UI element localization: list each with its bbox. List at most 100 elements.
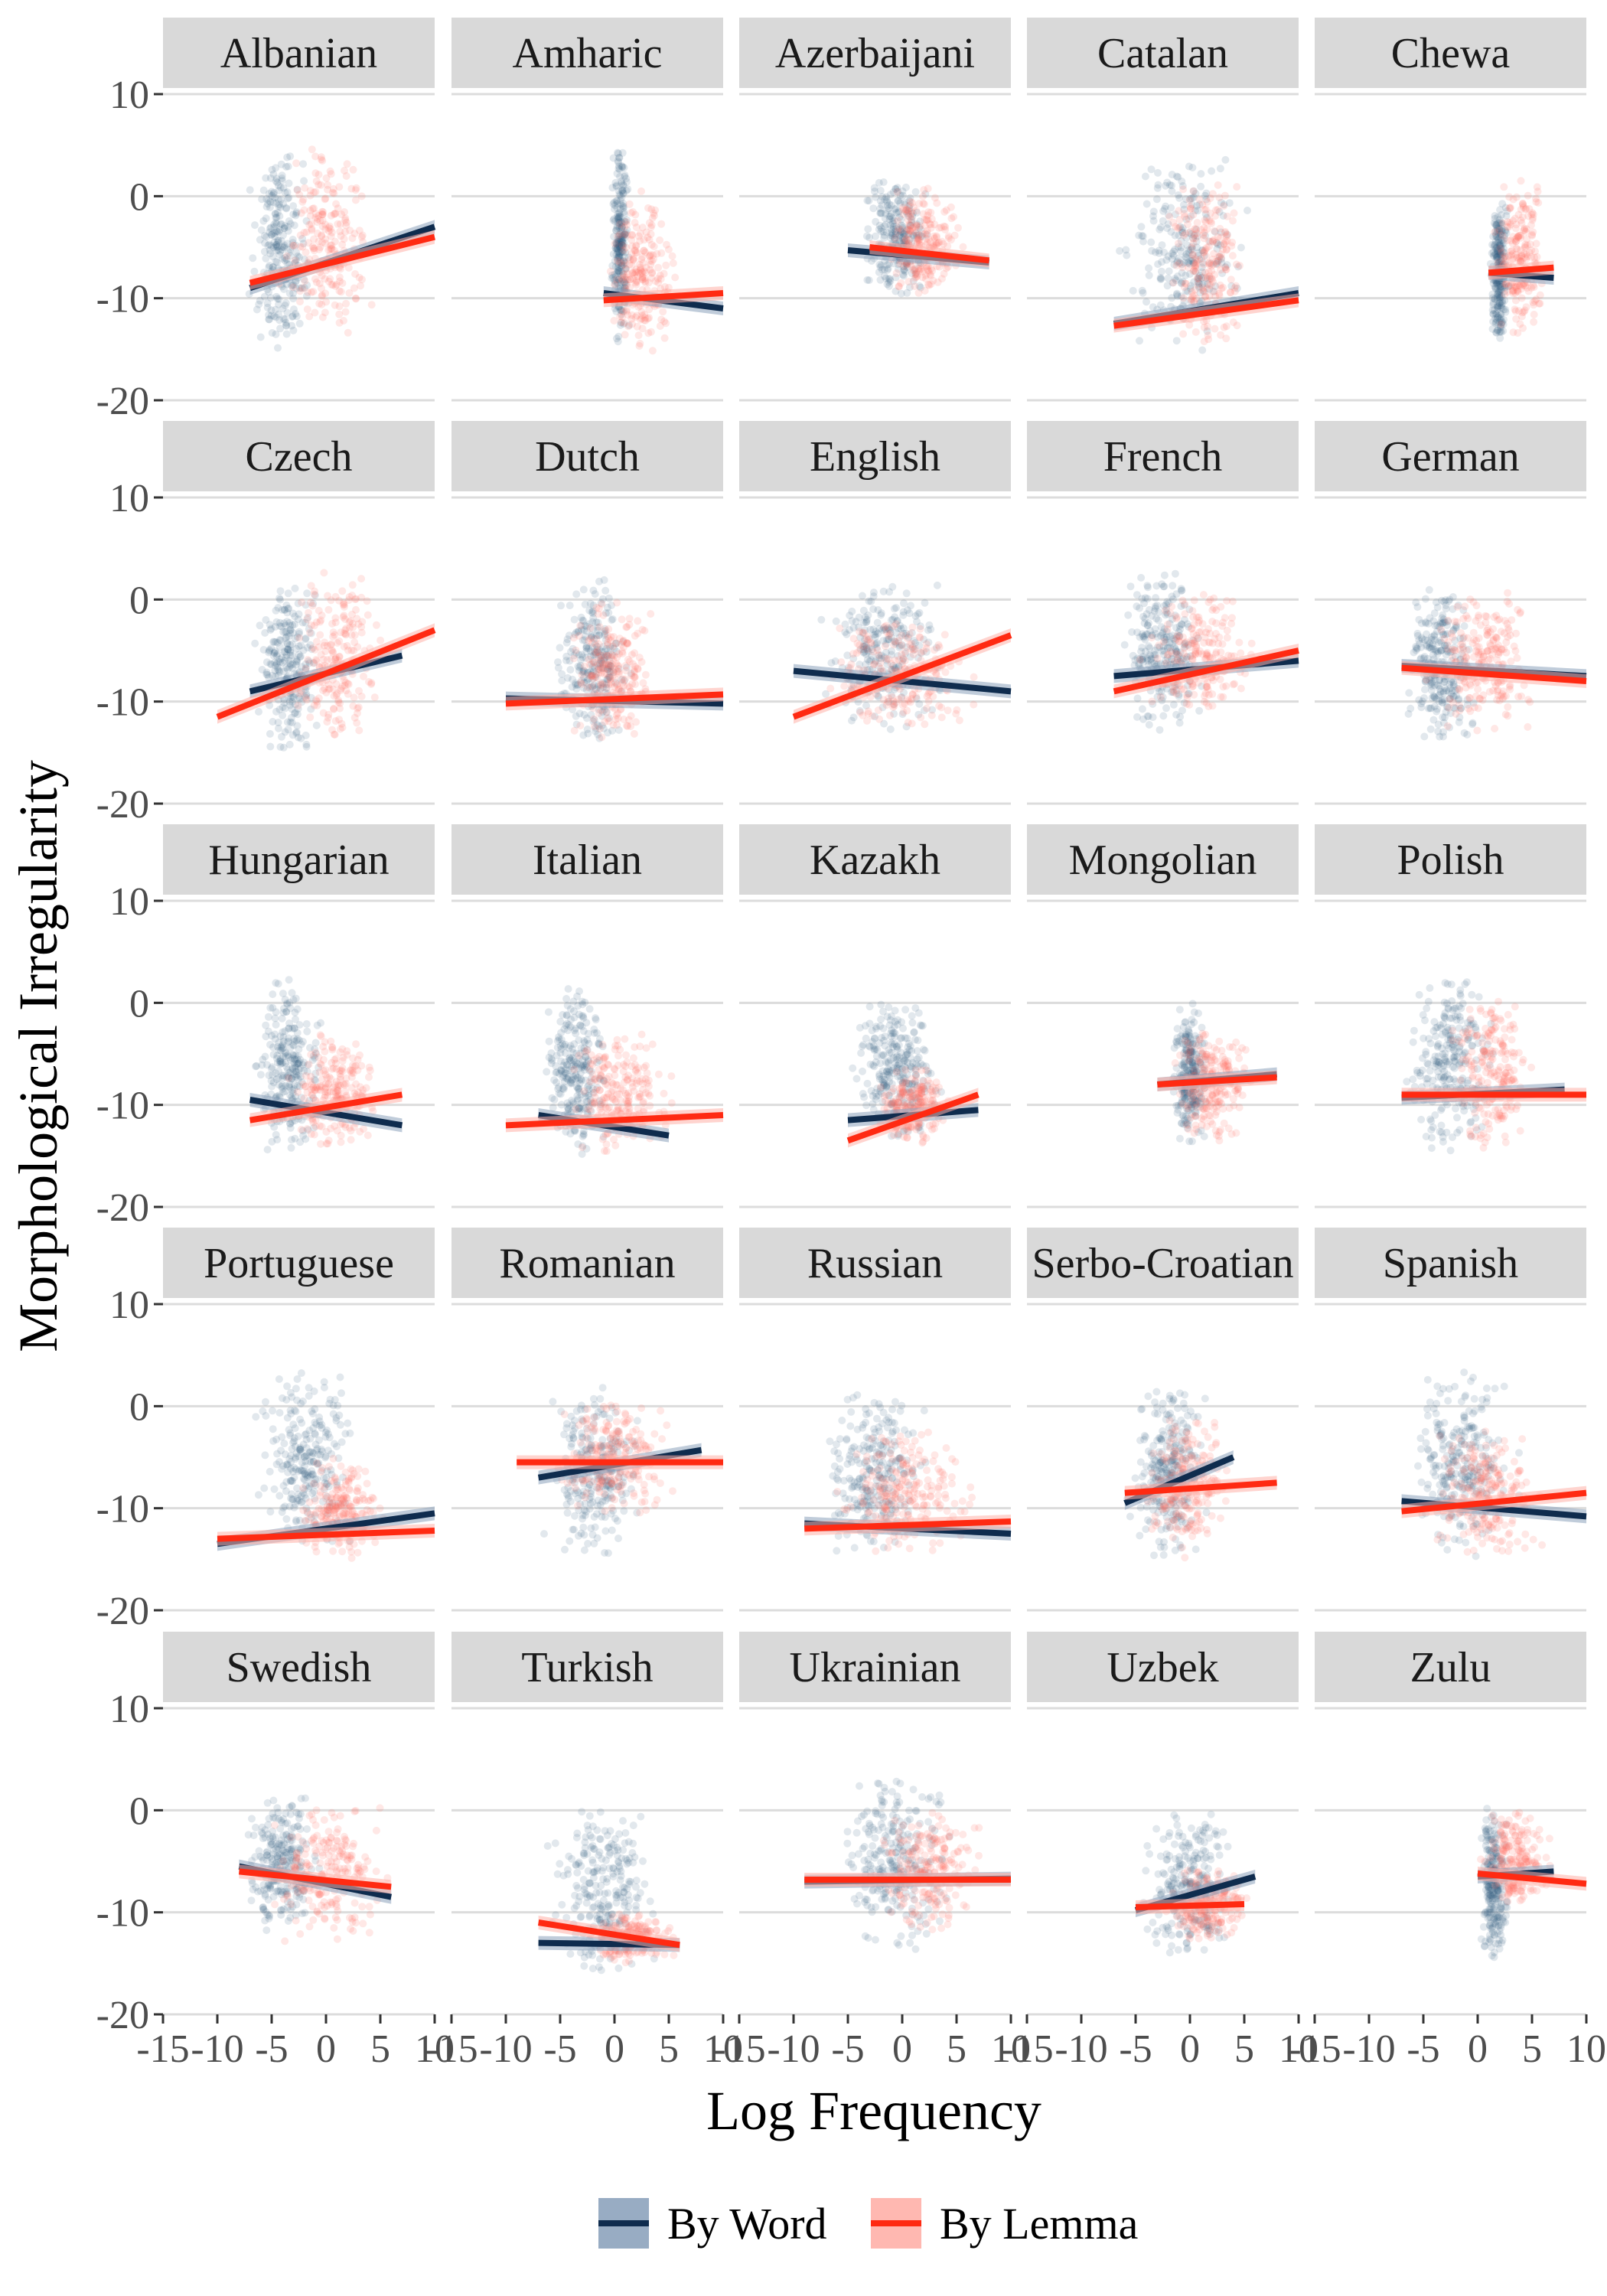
- data-point: [1146, 656, 1155, 664]
- data-point: [1217, 259, 1226, 267]
- data-point: [620, 320, 627, 328]
- data-point: [861, 626, 869, 634]
- data-point: [876, 276, 885, 284]
- data-point: [911, 612, 920, 620]
- data-point: [363, 611, 372, 619]
- data-point: [593, 643, 601, 651]
- data-point: [1497, 314, 1505, 322]
- data-point: [1135, 231, 1143, 240]
- data-point: [1492, 328, 1501, 337]
- data-point: [1523, 235, 1531, 243]
- data-point: [885, 625, 893, 634]
- data-point: [274, 236, 282, 244]
- data-point: [563, 673, 572, 682]
- data-point: [885, 278, 893, 286]
- data-point: [618, 241, 626, 249]
- data-point: [654, 275, 663, 283]
- data-point: [1216, 675, 1224, 683]
- data-point: [1143, 200, 1151, 208]
- data-point: [1201, 206, 1209, 214]
- data-point: [295, 253, 304, 261]
- data-point: [1217, 693, 1225, 701]
- data-point: [576, 621, 585, 630]
- data-point: [1499, 687, 1508, 696]
- data-point: [270, 649, 279, 657]
- data-point: [354, 703, 363, 712]
- data-point: [595, 660, 604, 668]
- data-point: [337, 232, 345, 240]
- data-point: [1123, 251, 1131, 259]
- data-point: [900, 236, 908, 244]
- data-point: [1496, 328, 1504, 336]
- data-point: [1521, 243, 1529, 250]
- data-point: [614, 246, 622, 255]
- data-point: [276, 325, 285, 333]
- data-point: [883, 660, 892, 668]
- data-point: [663, 240, 670, 249]
- data-point: [904, 216, 912, 224]
- data-point: [1423, 637, 1432, 644]
- data-point: [637, 658, 646, 666]
- data-point: [1180, 601, 1188, 609]
- data-point: [625, 200, 634, 208]
- data-point: [282, 628, 291, 636]
- data-point: [353, 615, 361, 623]
- data-point: [582, 647, 591, 656]
- data-point: [1124, 611, 1133, 619]
- data-point: [1494, 289, 1501, 298]
- data-point: [591, 651, 599, 659]
- data-point: [1417, 634, 1426, 642]
- data-point: [637, 268, 646, 276]
- data-point: [1488, 306, 1497, 315]
- data-point: [1449, 593, 1457, 601]
- data-point: [1189, 187, 1198, 195]
- data-point: [266, 742, 275, 751]
- data-point: [354, 709, 361, 717]
- data-point: [289, 283, 297, 292]
- data-point: [863, 197, 872, 205]
- data-point: [585, 655, 593, 664]
- data-point: [1150, 651, 1159, 659]
- data-point: [876, 187, 885, 194]
- facet-label: Amharic: [513, 30, 663, 77]
- data-point: [911, 229, 920, 237]
- data-point: [908, 199, 917, 207]
- data-point: [616, 253, 624, 262]
- data-point: [282, 621, 290, 630]
- data-point: [570, 726, 579, 735]
- data-point: [624, 270, 632, 279]
- data-point: [336, 220, 344, 228]
- data-point: [311, 210, 320, 218]
- data-point: [915, 700, 924, 708]
- data-point: [1417, 700, 1426, 708]
- data-point: [660, 269, 668, 278]
- data-point: [1412, 642, 1420, 651]
- data-point: [942, 206, 950, 214]
- data-point: [885, 201, 894, 209]
- data-point: [885, 630, 894, 638]
- data-point: [1191, 234, 1200, 243]
- data-point: [350, 638, 359, 647]
- data-point: [1489, 279, 1498, 288]
- data-point: [341, 216, 350, 224]
- data-point: [892, 287, 900, 295]
- data-point: [340, 235, 348, 243]
- data-point: [341, 626, 350, 634]
- data-point: [285, 194, 293, 202]
- data-point: [885, 632, 893, 641]
- data-point: [1508, 616, 1516, 625]
- data-point: [618, 240, 626, 249]
- data-point: [1497, 324, 1505, 331]
- data-point: [284, 645, 292, 654]
- data-point: [336, 704, 344, 713]
- data-point: [1440, 677, 1449, 686]
- data-point: [1179, 201, 1188, 209]
- data-point: [1233, 284, 1241, 292]
- data-point: [1501, 227, 1510, 236]
- data-point: [924, 263, 932, 271]
- data-point: [1458, 650, 1466, 657]
- data-point: [1169, 582, 1177, 590]
- data-point: [1483, 631, 1491, 639]
- data-point: [1410, 648, 1418, 657]
- data-point: [880, 266, 888, 274]
